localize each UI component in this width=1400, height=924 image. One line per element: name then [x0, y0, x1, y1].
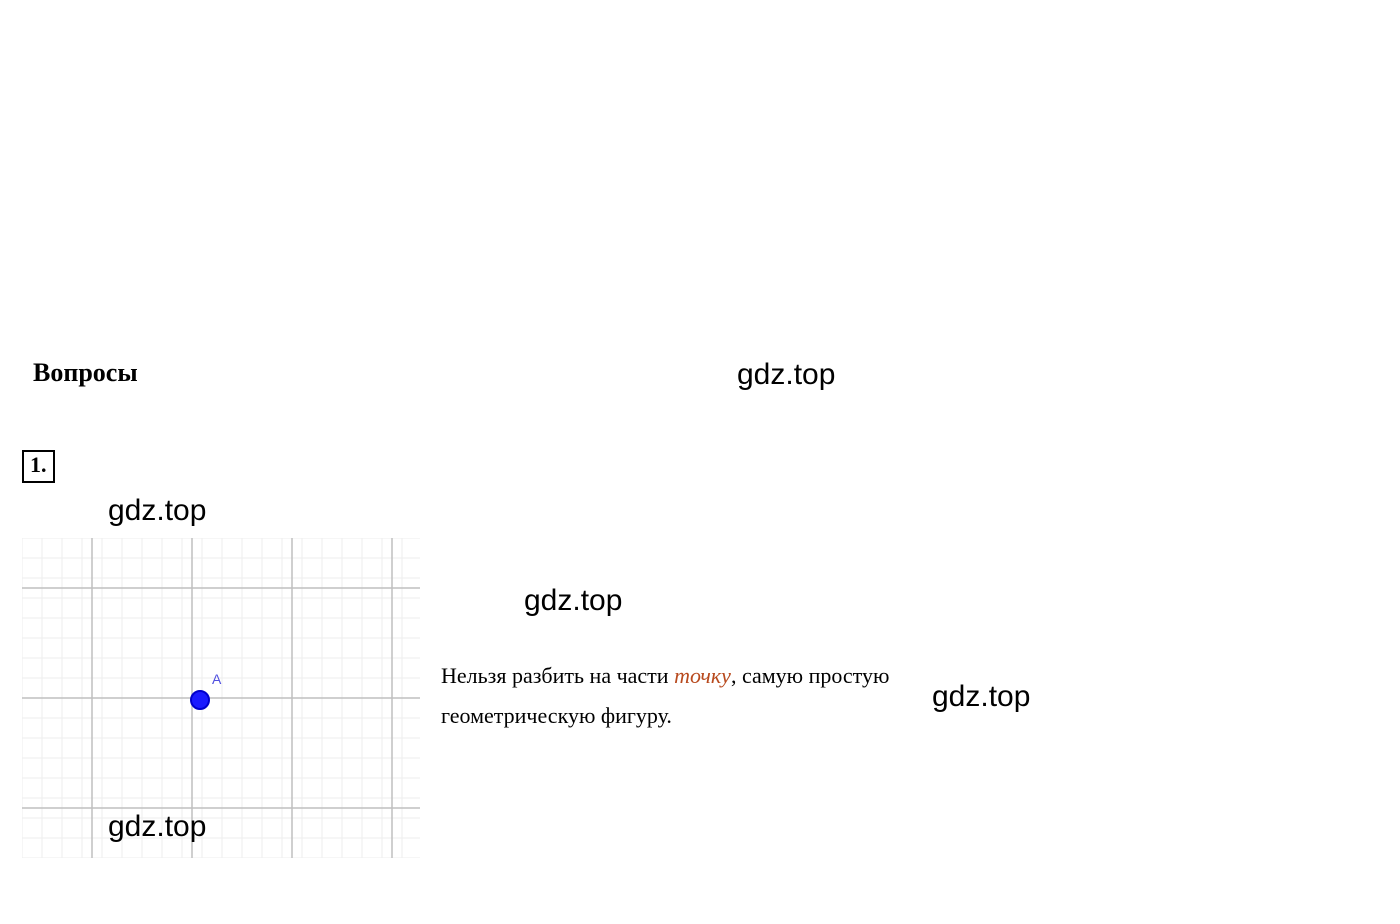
svg-text:A: A: [212, 671, 222, 687]
watermark-0: gdz.top: [737, 358, 835, 392]
watermark-3: gdz.top: [932, 680, 1030, 714]
watermark-2: gdz.top: [524, 584, 622, 618]
geometry-grid: A: [22, 538, 420, 858]
questions-heading: Вопросы: [33, 358, 138, 388]
watermark-1: gdz.top: [108, 494, 206, 528]
watermark-4: gdz.top: [108, 810, 206, 844]
answer-prefix: Нельзя разбить на части: [441, 663, 674, 688]
question-number-box: 1.: [22, 450, 55, 483]
answer-text: Нельзя разбить на части точку, самую про…: [441, 656, 961, 735]
grid-svg: A: [22, 538, 420, 858]
question-number-dot: .: [41, 452, 47, 477]
question-number: 1: [30, 452, 41, 477]
answer-highlight: точку: [674, 663, 731, 688]
